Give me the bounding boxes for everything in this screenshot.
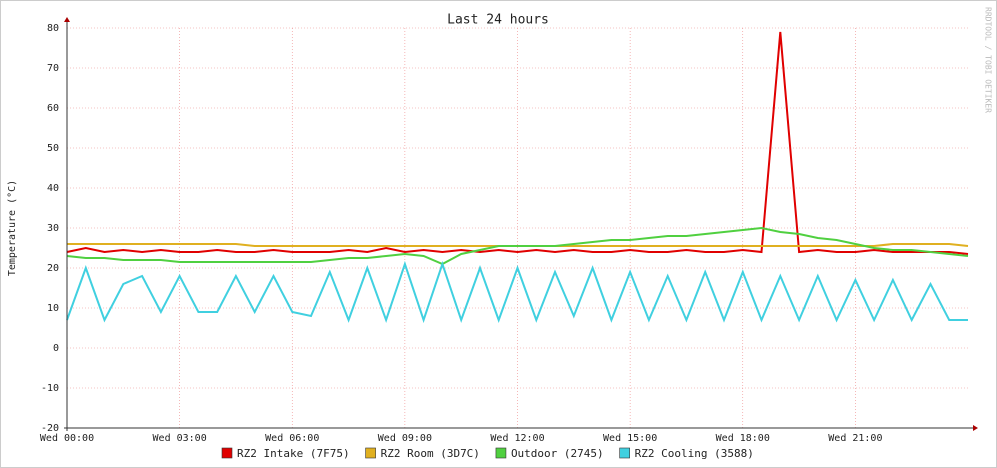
legend-label: RZ2 Cooling (3588): [635, 447, 754, 460]
y-tick-label: 40: [47, 183, 59, 194]
x-tick-label: Wed 00:00: [40, 433, 94, 444]
y-tick-label: 60: [47, 103, 59, 114]
x-tick-label: Wed 21:00: [828, 433, 882, 444]
y-tick-label: 20: [47, 263, 59, 274]
x-tick-label: Wed 09:00: [378, 433, 432, 444]
y-tick-label: 80: [47, 23, 59, 34]
x-tick-label: Wed 12:00: [490, 433, 544, 444]
series-line: [66, 31, 969, 255]
x-tick-label: Wed 03:00: [153, 433, 207, 444]
legend-swatch: [221, 447, 233, 459]
series-line: [66, 260, 968, 324]
chart-title: Last 24 hours: [447, 13, 549, 28]
y-tick-label: -10: [41, 383, 59, 394]
legend-label: RZ2 Room (3D7C): [381, 447, 480, 460]
axis-arrow: [64, 17, 70, 22]
series-line: [66, 226, 969, 266]
y-tick-label: 0: [53, 343, 59, 354]
axis-arrow: [973, 425, 978, 431]
y-tick-label: 30: [47, 223, 59, 234]
y-tick-label: -20: [41, 423, 59, 434]
y-axis-label: Temperature (°C): [7, 180, 18, 276]
legend-swatch: [365, 447, 376, 459]
legend-swatch: [619, 447, 630, 459]
watermark: RRDTOOL / TOBI OETIKER: [984, 7, 993, 113]
legend-label: Outdoor (2745): [511, 447, 604, 460]
y-tick-label: 50: [47, 143, 59, 154]
y-tick-label: 10: [47, 303, 59, 314]
y-tick-label: 70: [47, 63, 59, 74]
x-tick-label: Wed 18:00: [716, 433, 770, 444]
x-tick-label: Wed 06:00: [265, 433, 319, 444]
x-tick-label: Wed 15:00: [603, 433, 657, 444]
legend-label: RZ2 Intake (7F75): [237, 447, 350, 460]
legend-swatch: [495, 447, 507, 459]
